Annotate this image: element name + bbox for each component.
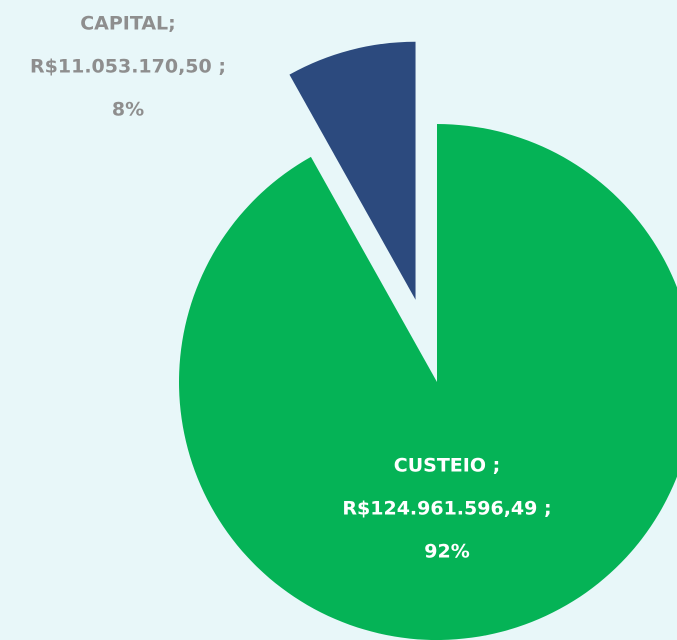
slice-label-percent: 92%	[424, 541, 469, 563]
pie-slice	[179, 124, 677, 640]
slice-label-value: R$11.053.170,50 ;	[30, 56, 226, 78]
pie-slice	[289, 41, 416, 300]
slice-label-name: CUSTEIO ;	[394, 455, 500, 477]
slice-label-name: CAPITAL;	[80, 13, 176, 35]
slice-label-percent: 8%	[112, 99, 144, 121]
slice-label-value: R$124.961.596,49 ;	[342, 498, 551, 520]
